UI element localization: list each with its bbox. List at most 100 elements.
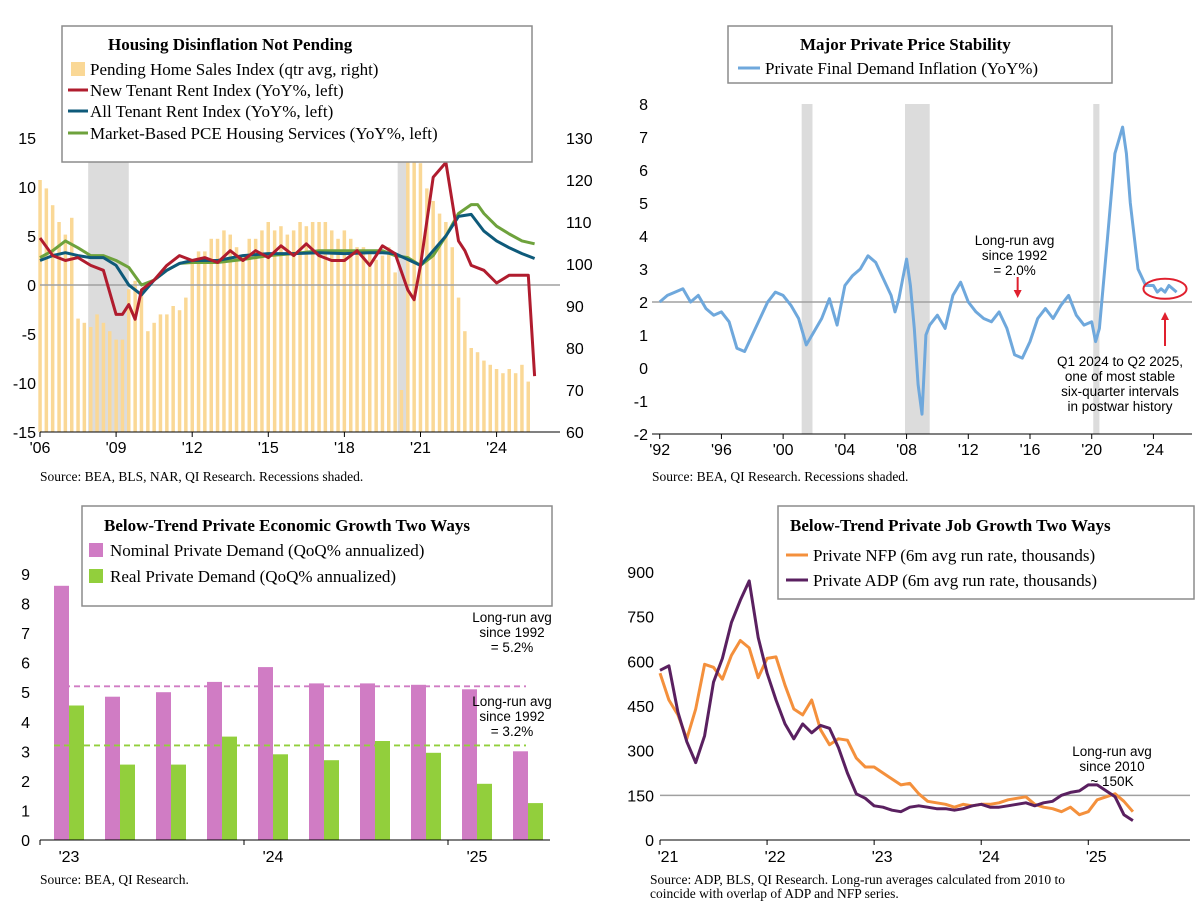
pending-home-sales-bar [44, 188, 49, 432]
y-tick-label: 4 [21, 715, 30, 732]
y-tick-label: 4 [639, 229, 648, 246]
x-tick-label: '06 [30, 440, 51, 457]
real-demand-bar [528, 803, 543, 840]
recession-band-0 [801, 104, 813, 434]
nominal-demand-bar [105, 696, 120, 840]
y-tick-label: 0 [21, 833, 30, 850]
x-tick-label: '24 [1143, 442, 1164, 459]
real-long-run-annotation: Long-run avg [472, 694, 552, 709]
pending-home-sales-bar [272, 230, 277, 432]
pending-home-sales-bar [368, 251, 372, 432]
y-tick-label: -1 [634, 394, 648, 411]
pending-home-sales-bar [108, 331, 112, 432]
pending-home-sales-bar [431, 201, 435, 432]
y-tick-label: 2 [639, 295, 648, 312]
jobs-plot-area: 900 750 600 450 300 150 0'21 '22 '23 '24 '25 Long-r… [627, 565, 1190, 901]
pending-home-sales-bar [171, 306, 175, 432]
real-long-run-annotation: since 1992 [479, 709, 544, 724]
y-tick-label: 7 [639, 130, 648, 147]
y-tick-label: 3 [21, 744, 30, 761]
pending-home-sales-bar [526, 381, 530, 432]
pending-home-sales-bar [463, 331, 467, 432]
highlight-arrow-head [1161, 312, 1169, 320]
pending-home-sales-bar [279, 226, 283, 432]
y-tick-label: 1 [21, 803, 30, 820]
pending-home-sales-bar [310, 222, 315, 432]
pending-home-sales-bar [139, 293, 144, 432]
pending-home-sales-bar [95, 314, 99, 432]
pending-home-sales-bar [38, 180, 42, 432]
annotation-arrow-head [1013, 290, 1022, 298]
x-tick-label: '92 [649, 442, 670, 459]
pending-home-sales-bar [177, 310, 182, 432]
legend-label-private-adp: Private ADP (6m avg run rate, thousands) [813, 571, 1097, 590]
y-left-tick-label: 5 [27, 229, 36, 246]
x-tick-label: '24 [486, 440, 507, 457]
nominal-demand-bar [258, 667, 273, 840]
price-plot-area: 8 7 6 5 4 3 2 1 0 -1 -2'92 '96 '00 '04 '08 '12 '16 '20 '24… [634, 97, 1192, 484]
legend-label-private-final-demand: Private Final Demand Inflation (YoY%) [765, 59, 1038, 78]
nominal-long-run-annotation: Long-run avg [472, 610, 552, 625]
pending-home-sales-bar [342, 230, 347, 432]
pending-home-sales-bar [101, 322, 106, 432]
pending-home-sales-bar [203, 251, 207, 432]
pending-home-sales-bar [247, 238, 251, 432]
pending-home-sales-bar [494, 369, 499, 432]
y-left-tick-label: 0 [27, 278, 36, 295]
housing-legend-title: Housing Disinflation Not Pending [108, 35, 353, 54]
pending-home-sales-bar [215, 238, 220, 432]
pending-home-sales-bar [57, 222, 61, 432]
pending-home-sales-bar [450, 247, 454, 432]
housing-source: Source: BEA, BLS, NAR, QI Research. Rece… [40, 469, 363, 484]
x-tick-label: '22 [765, 849, 786, 866]
pending-home-sales-bar [50, 205, 55, 432]
housing-chart-panel: 15 10 5 0 -5 -10 -15 130 120 110 100 90 80 70 60 '06 '09… [0, 0, 600, 484]
pending-home-sales-bar [330, 230, 334, 432]
pending-home-sales-bar [120, 339, 125, 432]
y-tick-label: 8 [639, 97, 648, 114]
jobs-source: Source: ADP, BLS, QI Research. Long-run … [650, 872, 1065, 887]
long-run-average-annotation: since 2010 [1079, 759, 1144, 774]
stable-interval-annotation: six-quarter intervals [1061, 384, 1179, 399]
jobs-source: coincide with overlap of ADP and NFP ser… [650, 886, 899, 901]
y-right-tick-label: 70 [566, 383, 584, 400]
pending-home-sales-bar [393, 272, 397, 432]
real-demand-bar [222, 736, 237, 840]
legend-label-nominal-demand: Nominal Private Demand (QoQ% annualized) [110, 541, 424, 560]
y-tick-label: 7 [21, 626, 30, 643]
long-run-average-annotation: = 2.0% [993, 263, 1035, 278]
y-tick-label: 450 [627, 699, 654, 716]
pending-home-sales-bar [146, 331, 150, 432]
pending-home-sales-bar [425, 188, 429, 432]
price-chart-panel: 8 7 6 5 4 3 2 1 0 -1 -2'92 '96 '00 '04 '08 '12 '16 '20 '24… [600, 0, 1200, 484]
pending-home-sales-bar [158, 314, 163, 432]
real-demand-bar [375, 741, 390, 840]
housing-chart: 15 10 5 0 -5 -10 -15 130 120 110 100 90 80 70 60 '06 '09… [13, 25, 593, 484]
nominal-demand-bar [54, 585, 69, 840]
y-right-tick-label: 120 [566, 173, 593, 190]
pending-home-sales-bar [253, 238, 258, 432]
pending-home-sales-bar [228, 234, 232, 432]
pending-home-sales-bar [190, 264, 194, 432]
nominal-demand-bar [156, 692, 171, 840]
y-left-tick-label: -5 [22, 327, 36, 344]
y-tick-label: 2 [21, 774, 30, 791]
pending-home-sales-bar [380, 255, 385, 432]
x-tick-label: '12 [182, 440, 203, 457]
x-tick-label: '08 [896, 442, 917, 459]
private-nfp-line [658, 639, 1135, 817]
y-tick-label: 0 [639, 361, 648, 378]
y-tick-label: 300 [627, 744, 654, 761]
pending-home-sales-bar [349, 238, 353, 432]
legend-label-real-demand: Real Private Demand (QoQ% annualized) [110, 567, 396, 586]
pending-home-sales-bar [513, 373, 518, 432]
price-legend-title: Major Private Price Stability [800, 35, 1011, 54]
pending-home-sales-bar [456, 297, 461, 432]
pending-home-sales-bar [336, 238, 340, 432]
long-run-average-annotation: Long-run avg [1072, 744, 1152, 759]
long-run-average-annotation: Long-run avg [975, 233, 1055, 248]
housing-legend-box [61, 25, 533, 163]
jobs-chart-panel: 900 750 600 450 300 150 0'21 '22 '23 '24 '25 Long-r… [600, 456, 1200, 913]
x-tick-label: '21 [410, 440, 431, 457]
